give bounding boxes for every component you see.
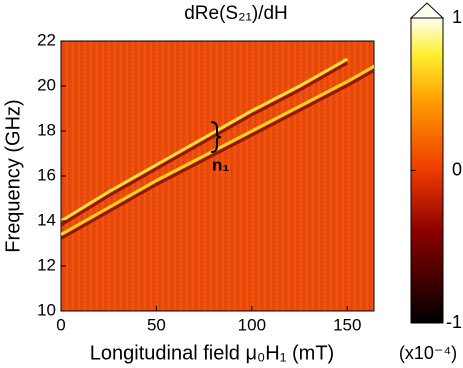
colorbar bbox=[410, 17, 444, 324]
resonance-shadow bbox=[61, 68, 374, 240]
colorbar-extension bbox=[409, 2, 445, 19]
colorbar-tick-label: 1 bbox=[452, 7, 462, 27]
y-tick-label: 10 bbox=[37, 300, 56, 319]
resonance-line bbox=[61, 57, 349, 223]
brace bbox=[210, 121, 222, 153]
colorbar-tick-label: 0 bbox=[452, 159, 462, 179]
x-tick-label: 0 bbox=[56, 315, 65, 334]
annotation: n₁ bbox=[212, 155, 229, 174]
y-tick-label: 22 bbox=[37, 30, 56, 49]
resonance-shadow bbox=[61, 61, 349, 227]
x-tick-label: 100 bbox=[238, 315, 266, 334]
x-axis-label: Longitudinal field μ₀H₁ (mT) bbox=[90, 342, 334, 364]
y-tick-label: 12 bbox=[37, 255, 56, 274]
y-axis-label: Frequency (GHz) bbox=[2, 99, 24, 252]
plot-area bbox=[60, 40, 375, 312]
marks bbox=[61, 57, 374, 240]
colorbar-tick-label: -1 bbox=[446, 312, 462, 332]
x-tick-label: 50 bbox=[147, 315, 166, 334]
chart-title: dRe(S₂₁)/dH bbox=[184, 3, 288, 24]
y-tick-label: 16 bbox=[37, 165, 56, 184]
y-tick-label: 14 bbox=[37, 210, 56, 229]
x-tick-label: 150 bbox=[333, 315, 361, 334]
y-tick-label: 20 bbox=[37, 75, 56, 94]
resonance-line bbox=[61, 64, 374, 236]
colorbar-label: (x10⁻⁴) bbox=[399, 343, 457, 363]
y-tick-label: 18 bbox=[37, 120, 56, 139]
